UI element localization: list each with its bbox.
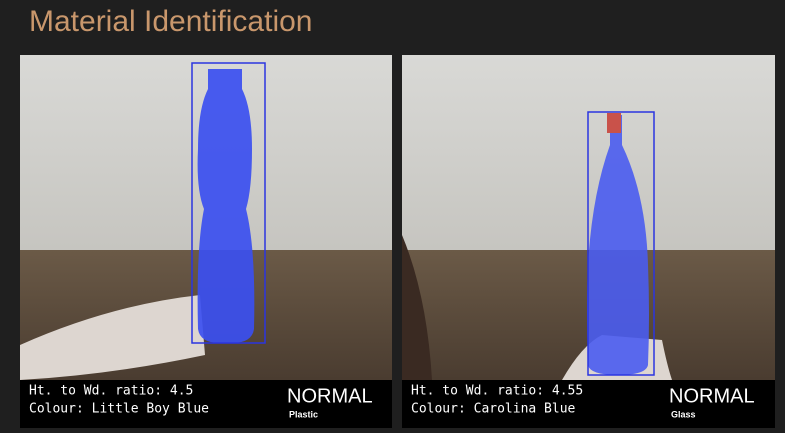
panel-image: Ht. to Wd. ratio: 4.5 Colour: Little Boy…	[20, 55, 392, 428]
bounding-box	[191, 62, 266, 344]
bottle-mask	[197, 69, 255, 343]
ratio: Ht. to Wd. ratio: 4.55	[411, 384, 583, 399]
bottle-mask	[587, 115, 649, 375]
title: Material Identification	[29, 5, 313, 38]
info-strip	[402, 380, 775, 428]
colour: Colour: Carolina Blue	[411, 402, 576, 417]
bottle-cap	[607, 113, 621, 133]
material: Plastic	[289, 409, 318, 419]
panel-image: Ht. to Wd. ratio: 4.55 Colour: Carolina …	[402, 55, 775, 428]
colour: Colour: Little Boy Blue	[29, 402, 209, 417]
status: NORMAL	[669, 385, 755, 407]
info-strip	[20, 380, 392, 428]
object	[402, 235, 432, 380]
hand	[20, 295, 205, 380]
ratio: Ht. to Wd. ratio: 4.5	[29, 384, 193, 399]
status: NORMAL	[287, 385, 373, 407]
material: Glass	[671, 409, 696, 419]
bounding-box	[587, 111, 655, 376]
